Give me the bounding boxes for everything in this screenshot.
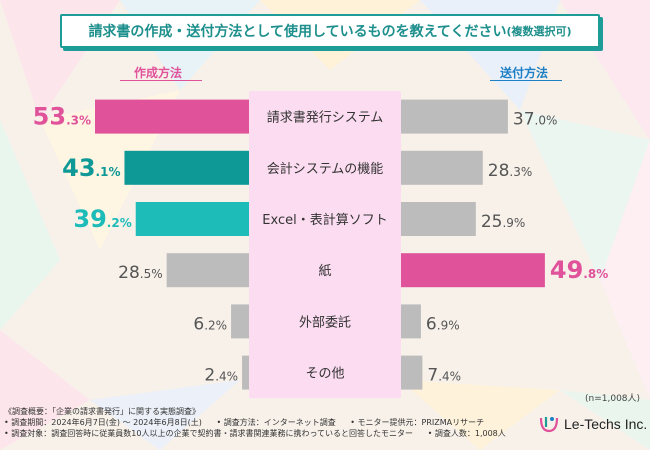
- sample-size-note: (n=1,008人): [585, 394, 641, 404]
- bar-left-2: [135, 202, 249, 236]
- right-series-label: 送付方法: [500, 66, 549, 80]
- left-series-underline: [120, 80, 202, 81]
- value-right-0: 37.0%: [513, 110, 558, 130]
- footer-target: • 調査対象：調査回答時に従業員数10人以上の企業で契約書・請求書関連業務に携わ…: [4, 429, 414, 438]
- category-label-3: 紙: [318, 264, 331, 279]
- chart-title-note: (複数選択可): [506, 25, 572, 38]
- logo-text: Le-Techs Inc.: [564, 416, 648, 432]
- survey-footer: 《調査概要：「企業の請求書発行」に関する実態調査》 • 調査期間：2024年6月…: [4, 406, 554, 439]
- category-label-0: 請求書発行システム: [267, 111, 384, 126]
- category-label-5: その他: [305, 367, 344, 382]
- value-left-2: 39.2%: [73, 205, 131, 233]
- footer-overview: 《調査概要：「企業の請求書発行」に関する実態調査》: [4, 407, 200, 416]
- category-label-4: 外部委託: [299, 314, 351, 330]
- value-left-3: 28.5%: [118, 263, 163, 283]
- value-left-1: 43.1%: [62, 154, 120, 182]
- bar-right-0: [401, 99, 508, 134]
- value-right-2: 25.9%: [481, 212, 526, 232]
- footer-count: • 調査人数：1,008人: [427, 429, 506, 438]
- footer-method: • 調査方法：インターネット調査: [216, 418, 336, 427]
- value-right-4: 6.9%: [426, 314, 460, 334]
- bar-right-3: [401, 253, 545, 288]
- footer-period: • 調査期間：2024年6月7日(金) 〜 2024年6月8日(土): [4, 418, 202, 427]
- bar-left-5: [242, 355, 249, 390]
- center-category-panel: [249, 91, 401, 399]
- bar-left-3: [166, 253, 249, 288]
- value-left-4: 6.2%: [193, 314, 227, 334]
- value-right-5: 7.4%: [427, 366, 461, 386]
- logo-mark-icon: [539, 417, 559, 433]
- footer-provider: • モニター提供元：PRIZMAリサーチ: [350, 418, 485, 427]
- value-right-1: 28.3%: [488, 161, 532, 181]
- category-label-1: 会計システムの機能: [267, 161, 384, 177]
- chart-title: 請求書の作成・送付方法として使用しているものを教えてください: [88, 24, 507, 40]
- value-left-0: 53.3%: [33, 103, 91, 131]
- footer-line-3: • 調査対象：調査回答時に従業員数10人以上の企業で契約書・請求書関連業務に携わ…: [4, 428, 554, 439]
- bar-right-5: [401, 355, 423, 390]
- bar-left-4: [231, 304, 249, 339]
- bar-right-4: [401, 304, 421, 339]
- company-logo: Le-Techs Inc.: [538, 413, 647, 435]
- category-label-2: Excel・表計算ソフト: [262, 212, 387, 228]
- bar-left-0: [95, 99, 249, 134]
- chart-title-box: 請求書の作成・送付方法として使用しているものを教えてください (複数選択可): [60, 14, 600, 48]
- bar-left-1: [124, 150, 249, 185]
- bar-right-2: [401, 202, 476, 236]
- left-series-label: 作成方法: [134, 66, 183, 80]
- value-left-5: 2.4%: [204, 366, 238, 386]
- right-series-underline: [490, 80, 562, 81]
- bar-right-1: [401, 150, 483, 185]
- value-right-3: 49.8%: [550, 256, 608, 284]
- footer-line-2: • 調査期間：2024年6月7日(金) 〜 2024年6月8日(土) • 調査方…: [4, 417, 554, 428]
